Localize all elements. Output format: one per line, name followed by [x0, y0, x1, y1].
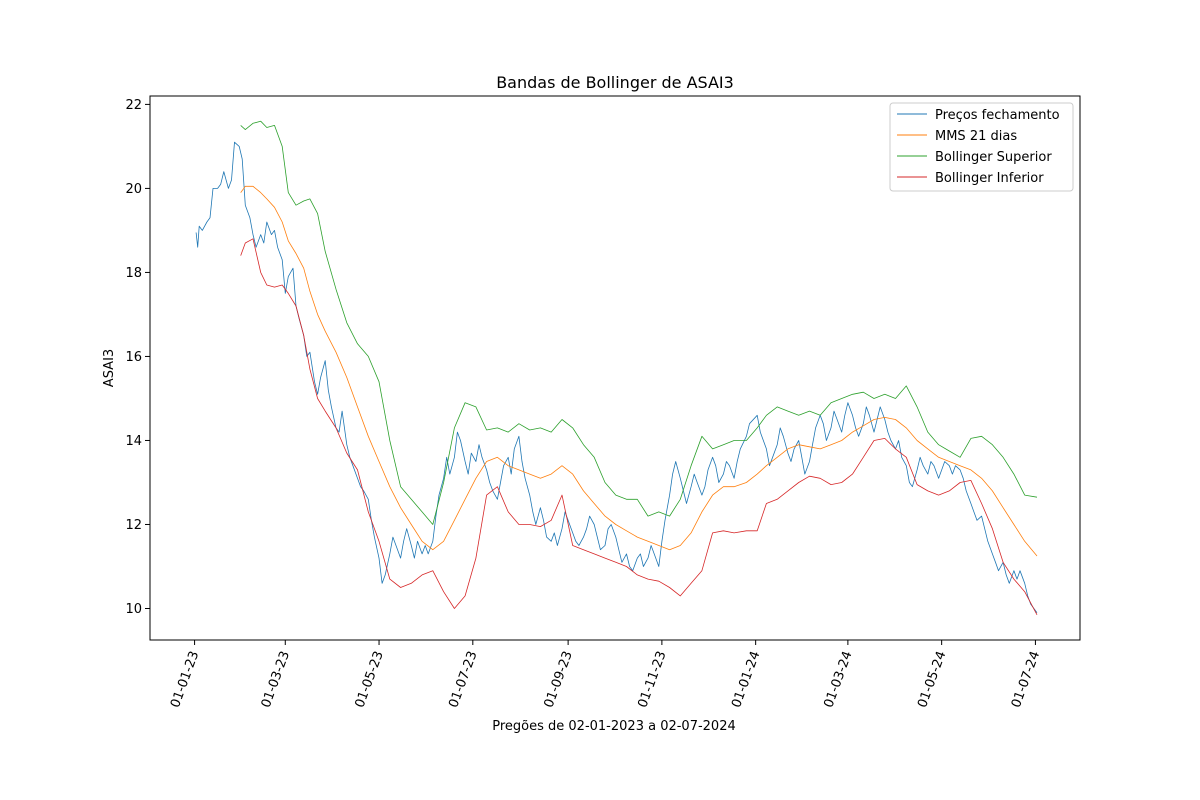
y-tick-label: 10	[125, 602, 142, 617]
legend-box	[889, 102, 1074, 192]
y-axis: 10 12 14 16 18 20 22	[125, 98, 150, 617]
series-line-0	[195, 141, 1038, 613]
plot-frame	[149, 95, 1081, 641]
chart-title: Bandas de Bollinger de ASAI3	[496, 73, 734, 92]
y-tick-label: 22	[125, 98, 142, 113]
series-line-1	[240, 185, 1038, 557]
legend: Preços fechamento MMS 21 dias Bollinger Su…	[889, 102, 1074, 192]
legend-label-2: Bollinger Superior	[935, 150, 1052, 165]
y-tick-label: 20	[125, 182, 142, 197]
legend-label-1: MMS 21 dias	[935, 129, 1017, 144]
y-tick-label: 16	[125, 350, 142, 365]
x-axis-label: Pregões de 02-01-2023 a 02-07-2024	[492, 719, 736, 734]
y-tick-label: 14	[125, 434, 142, 449]
series-line-2	[240, 120, 1038, 525]
y-tick-label: 18	[125, 266, 142, 281]
series-lines	[195, 120, 1038, 615]
series-line-3	[240, 238, 1038, 615]
legend-label-0: Preços fechamento	[935, 108, 1060, 123]
y-tick-label: 12	[125, 518, 142, 533]
legend-label-3: Bollinger Inferior	[935, 171, 1044, 186]
y-axis-label: ASAI3	[102, 349, 117, 387]
